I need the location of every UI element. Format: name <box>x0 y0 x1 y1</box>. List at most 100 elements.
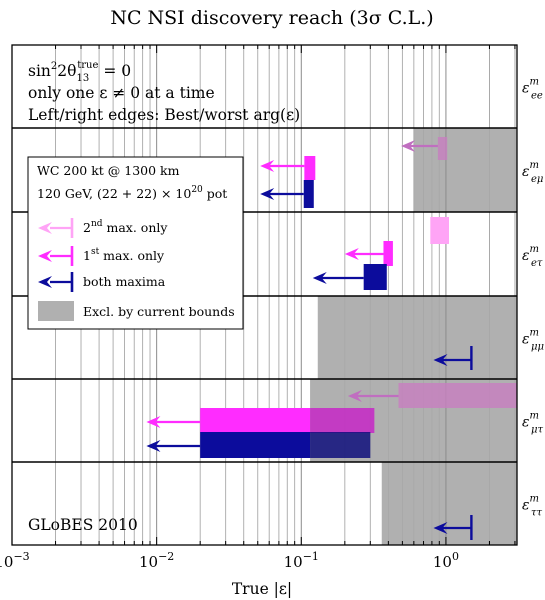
bar-rect <box>363 264 387 290</box>
bar-arrowhead <box>260 188 275 200</box>
bar-rect <box>398 383 517 408</box>
note-true: true <box>77 60 98 71</box>
x-tick-exp: −1 <box>303 550 319 563</box>
x-tick-base: 10 <box>284 553 303 571</box>
row-label-eps: ε <box>522 332 530 348</box>
bar-rect-shade <box>398 383 517 408</box>
exclusion-region-mumu <box>317 296 517 379</box>
legend-rest: max. only <box>99 248 165 263</box>
legend: WC 200 kt @ 1300 km 120 GeV, (22 + 22) × … <box>27 156 244 330</box>
x-tick-exp: 0 <box>452 550 459 563</box>
x-tick-base: 10 <box>139 553 158 571</box>
x-tick-label: 10−2 <box>139 550 174 571</box>
bar-arrowhead <box>344 248 359 260</box>
row-label-mutau: εm μτ <box>522 411 543 436</box>
row-label-tautau: εm ττ <box>522 494 543 519</box>
legend-title-tail: pot <box>203 186 228 201</box>
exclusion-region-emu <box>413 128 517 212</box>
legend-title-2: 120 GeV, (22 + 22) × 1020 pot <box>37 185 227 201</box>
bar-rect <box>430 217 449 244</box>
row-label-sup: m <box>530 160 539 171</box>
note-line-3: Left/right edges: Best/worst arg(ε) <box>28 106 300 124</box>
bar-arrowhead <box>433 354 448 366</box>
bar-rect <box>200 408 311 433</box>
x-tick-exp: −2 <box>158 550 174 563</box>
row-label-sub: ττ <box>531 508 543 519</box>
exclusion-region-tautau <box>381 462 517 545</box>
row-label-sup: m <box>530 244 539 255</box>
bar-arrowhead <box>347 390 362 402</box>
x-axis-label: True |ε| <box>232 580 292 598</box>
notes-panel: sin22θ13 true = 0 only one ε ≠ 0 at a time… <box>28 60 300 124</box>
legend-rest: max. only <box>103 220 169 235</box>
legend-exclusion-label: Excl. by current bounds <box>83 304 235 319</box>
x-tick-exp: −3 <box>13 550 29 563</box>
bar-arrowhead <box>260 160 275 172</box>
note-sin: sin <box>28 62 51 80</box>
chart-title: NC NSI discovery reach (3σ C.L.) <box>110 7 433 29</box>
legend-title-1: WC 200 kt @ 1300 km <box>37 163 180 178</box>
bar-arrowhead <box>312 272 327 284</box>
legend-ord: st <box>91 247 100 257</box>
note-theta: 2θ <box>57 62 76 80</box>
bar-arrowhead <box>146 440 161 452</box>
row-label-sub: μτ <box>531 425 543 436</box>
row-label-eps: ε <box>522 164 530 180</box>
watermark: GLoBES 2010 <box>28 516 138 534</box>
legend-label: both maxima <box>83 274 166 289</box>
bar-rect <box>310 408 375 433</box>
bar-rect-shade <box>310 408 375 433</box>
row-label-eps: ε <box>522 415 530 431</box>
legend-arrowhead <box>38 250 52 262</box>
bar-etau-0 <box>430 217 449 244</box>
note-sub: 13 <box>76 73 89 84</box>
legend-exclusion-swatch <box>38 301 74 321</box>
bar-arrowhead <box>433 522 448 534</box>
bar-rect <box>383 241 393 266</box>
row-label-eps: ε <box>522 81 530 97</box>
bar-etau-1 <box>344 241 393 266</box>
legend-label: 2nd max. only <box>83 219 168 235</box>
legend-title-text: 120 GeV, (22 + 22) × 10 <box>37 186 191 201</box>
legend-title-exp: 20 <box>191 185 203 195</box>
row-label-mumu: εm μμ <box>522 328 544 353</box>
note-line-2: only one ε ≠ 0 at a time <box>28 84 215 102</box>
row-label-sup: m <box>530 411 539 422</box>
bar-emu-2 <box>260 180 314 208</box>
legend-num: 1 <box>83 248 91 263</box>
plot-frame <box>11 44 518 546</box>
x-tick-label: 10−3 <box>0 550 30 571</box>
note-eq: = 0 <box>98 62 131 80</box>
legend-ord: nd <box>91 219 103 229</box>
bars <box>146 137 517 540</box>
bar-rect <box>310 432 371 458</box>
bar-emu-0 <box>401 137 448 160</box>
x-tick-base: 10 <box>433 553 452 571</box>
x-tick-base: 10 <box>0 553 13 571</box>
row-label-eps: ε <box>522 498 530 514</box>
bar-mutau-2 <box>146 432 371 458</box>
bar-arrowhead <box>146 416 161 428</box>
note-line-1: sin22θ13 true = 0 <box>28 60 131 84</box>
row-label-emu: εm eμ <box>522 160 543 185</box>
row-label-sup: m <box>530 77 539 88</box>
row-label-sub: ee <box>531 91 543 102</box>
x-tick-label: 100 <box>433 550 459 571</box>
bar-mutau-0 <box>347 383 517 408</box>
row-label-sub: eτ <box>531 258 543 269</box>
legend-arrowhead <box>38 276 52 288</box>
row-label-ee: εm ee <box>522 77 543 102</box>
bar-mumu-2 <box>433 346 473 370</box>
legend-box <box>27 156 244 330</box>
row-label-eps: ε <box>522 248 530 264</box>
row-label-etau: εm eτ <box>522 244 543 269</box>
bar-etau-2 <box>312 264 387 290</box>
bar-arrowhead <box>401 140 416 152</box>
row-label-sub: eμ <box>531 174 543 185</box>
bar-rect-shade <box>310 432 371 458</box>
bar-emu-1 <box>260 156 316 180</box>
x-tick-label: 10−1 <box>284 550 319 571</box>
row-label-sup: m <box>530 328 539 339</box>
